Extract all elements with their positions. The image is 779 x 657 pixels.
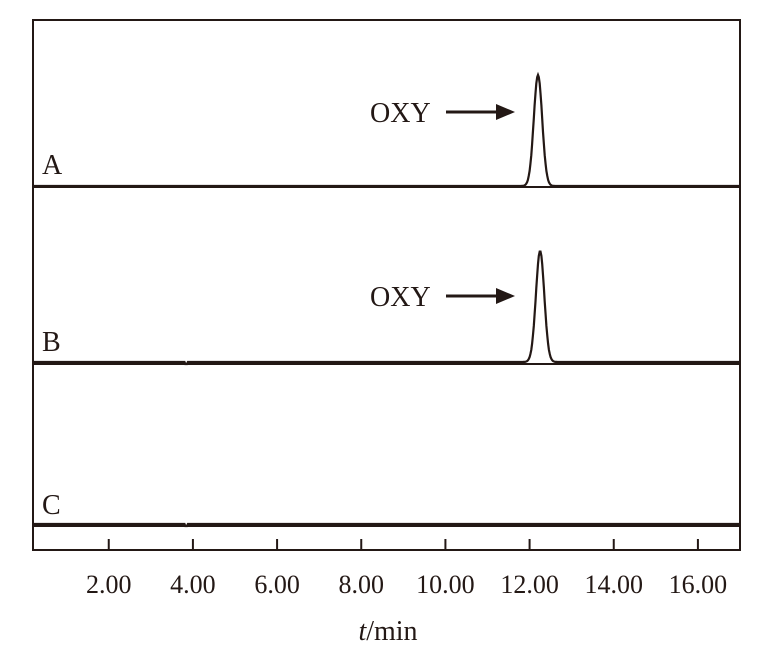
plot-frame (32, 19, 741, 551)
trace-label-b: B (42, 327, 61, 358)
x-tick-label: 4.00 (170, 570, 216, 599)
x-axis-ticks (107, 539, 699, 550)
trace-line-b (33, 250, 740, 366)
trace-line-a (33, 71, 740, 188)
x-axis-tick-labels: 2.00 4.00 6.00 8.00 10.00 12.00 14.00 16.00 (86, 570, 727, 599)
x-tick-label: 12.00 (500, 570, 559, 599)
arrow-icon (446, 104, 515, 120)
x-axis-title: t/min (358, 616, 417, 647)
traces-group (33, 71, 740, 528)
x-tick-label: 8.00 (339, 570, 385, 599)
arrow-icon (446, 288, 515, 304)
peak-label-b: OXY (370, 282, 431, 313)
x-tick-label: 2.00 (86, 570, 132, 599)
peak-label-a: OXY (370, 98, 431, 129)
trace-label-a: A (42, 150, 63, 181)
x-tick-label: 14.00 (585, 570, 644, 599)
x-tick-label: 6.00 (254, 570, 300, 599)
trace-line-c (33, 522, 740, 528)
x-tick-label: 16.00 (669, 570, 728, 599)
x-tick-label: 10.00 (416, 570, 475, 599)
trace-label-c: C (42, 490, 61, 521)
